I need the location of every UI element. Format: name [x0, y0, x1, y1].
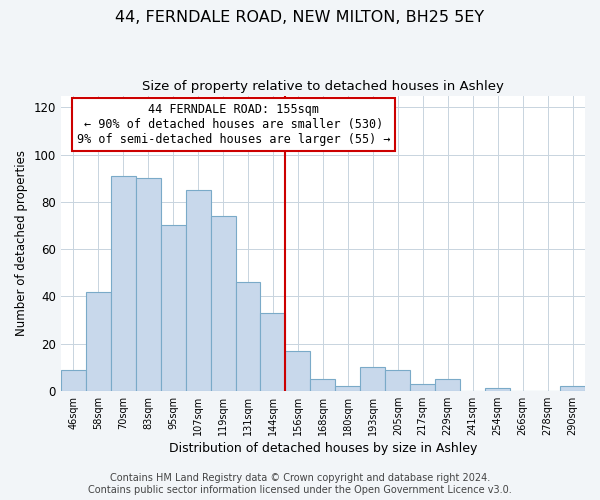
Bar [161, 226, 185, 391]
Bar [211, 216, 236, 391]
Bar [385, 370, 410, 391]
Bar [361, 367, 385, 391]
Bar [335, 386, 361, 391]
Bar [86, 292, 111, 391]
Bar [560, 386, 585, 391]
Bar [185, 190, 211, 391]
Text: 44 FERNDALE ROAD: 155sqm
← 90% of detached houses are smaller (530)
9% of semi-d: 44 FERNDALE ROAD: 155sqm ← 90% of detach… [77, 103, 391, 146]
Bar [236, 282, 260, 391]
Title: Size of property relative to detached houses in Ashley: Size of property relative to detached ho… [142, 80, 504, 93]
Bar [111, 176, 136, 391]
Bar [136, 178, 161, 391]
Bar [435, 379, 460, 391]
X-axis label: Distribution of detached houses by size in Ashley: Distribution of detached houses by size … [169, 442, 477, 455]
Bar [310, 379, 335, 391]
Bar [286, 350, 310, 391]
Text: Contains HM Land Registry data © Crown copyright and database right 2024.
Contai: Contains HM Land Registry data © Crown c… [88, 474, 512, 495]
Bar [410, 384, 435, 391]
Bar [61, 370, 86, 391]
Y-axis label: Number of detached properties: Number of detached properties [15, 150, 28, 336]
Text: 44, FERNDALE ROAD, NEW MILTON, BH25 5EY: 44, FERNDALE ROAD, NEW MILTON, BH25 5EY [115, 10, 485, 25]
Bar [485, 388, 510, 391]
Bar [260, 313, 286, 391]
